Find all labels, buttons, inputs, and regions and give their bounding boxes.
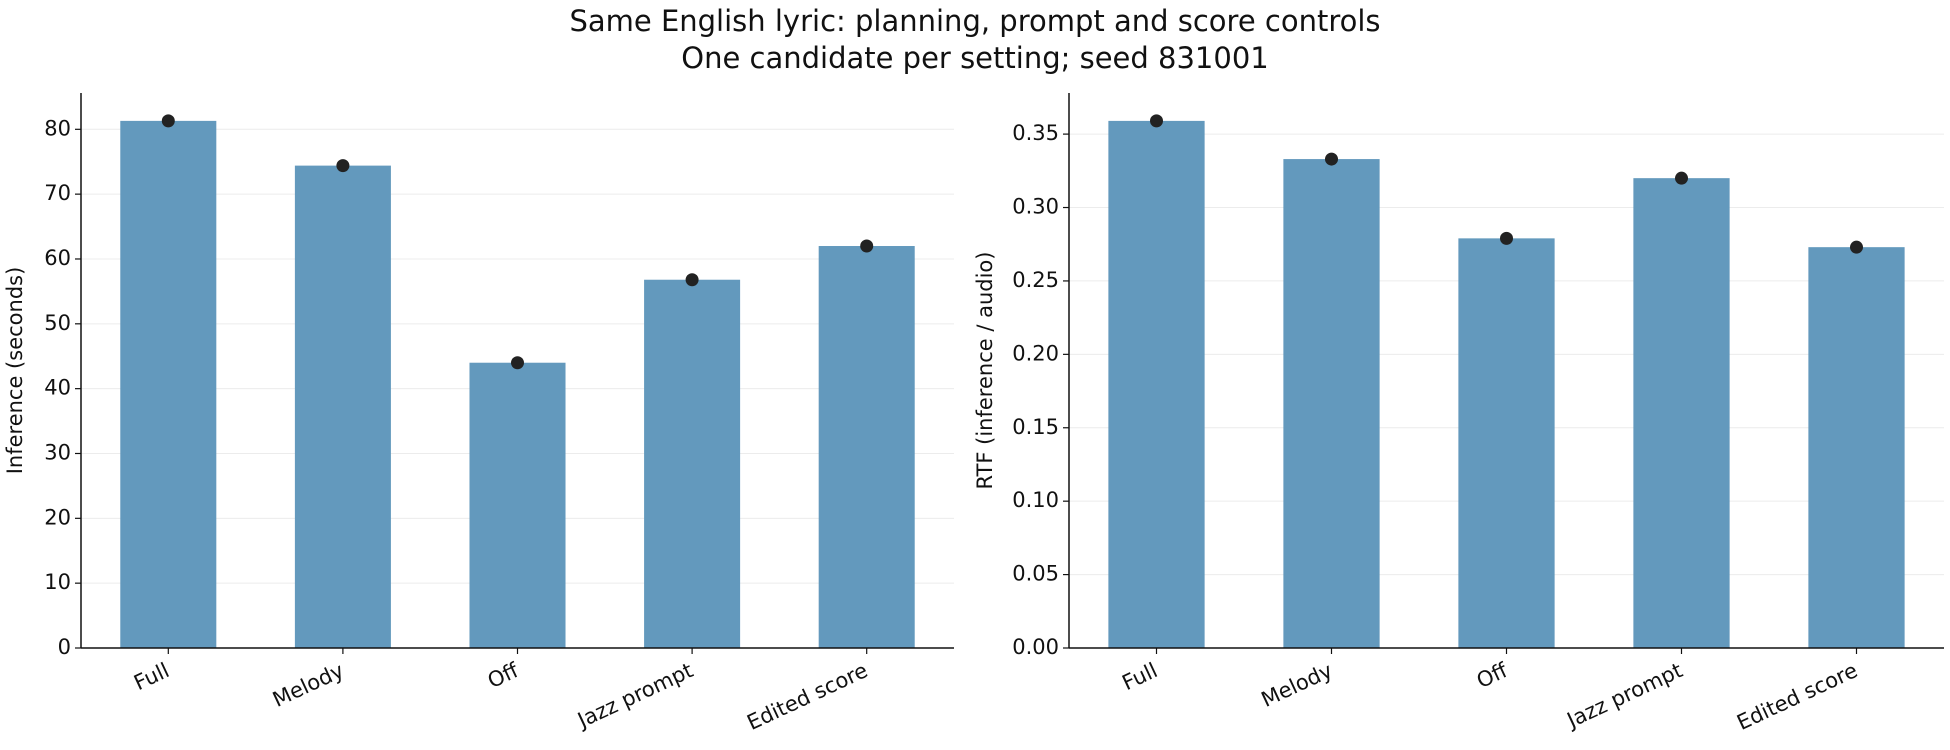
y-tick-label: 50 — [44, 311, 71, 335]
y-tick-label: 30 — [44, 440, 71, 464]
marker — [685, 273, 699, 287]
y-tick-label: 70 — [44, 181, 71, 205]
y-tick-label: 20 — [44, 505, 71, 529]
y-tick-label: 0.25 — [1012, 268, 1059, 292]
marker — [860, 239, 874, 253]
y-tick-label: 0.15 — [1012, 415, 1059, 439]
marker — [161, 114, 175, 128]
marker — [511, 356, 524, 370]
y-axis-label: Inference (seconds) — [3, 267, 27, 475]
bar — [1808, 247, 1905, 648]
y-tick-label: 0.00 — [1012, 635, 1059, 659]
y-tick-label: 0.20 — [1012, 341, 1059, 365]
bar — [644, 279, 741, 648]
x-tick-label: Off — [484, 658, 523, 693]
x-tick-label: Full — [1118, 658, 1161, 695]
x-tick-label: Jazz prompt — [572, 658, 696, 733]
title-line: Same English lyric: planning, prompt and… — [569, 4, 1380, 38]
bar — [1633, 178, 1730, 648]
bar — [1283, 159, 1380, 649]
y-tick-label: 40 — [44, 376, 71, 400]
subtitle-line: One candidate per setting; seed 831001 — [681, 41, 1268, 75]
y-tick-label: 0.05 — [1012, 562, 1059, 586]
marker — [1325, 152, 1338, 166]
marker — [1675, 171, 1688, 185]
y-tick-label: 80 — [44, 116, 71, 140]
marker — [336, 159, 350, 173]
marker — [1850, 240, 1863, 254]
x-tick-label: Melody — [1258, 658, 1337, 712]
y-tick-label: 0.10 — [1012, 488, 1059, 512]
y-tick-label: 10 — [44, 570, 71, 594]
x-tick-label: Edited score — [1733, 658, 1861, 735]
x-tick-label: Edited score — [743, 658, 871, 735]
y-tick-label: 0 — [58, 635, 71, 659]
x-tick-label: Off — [1473, 658, 1512, 693]
marker — [1500, 231, 1513, 245]
y-tick-label: 0.30 — [1012, 195, 1059, 219]
y-tick-label: 0.35 — [1012, 121, 1059, 145]
bar — [469, 362, 566, 648]
y-tick-label: 60 — [44, 246, 71, 270]
x-tick-label: Melody — [269, 658, 348, 712]
x-tick-label: Full — [130, 658, 173, 695]
bar — [1458, 238, 1555, 648]
x-tick-label: Jazz prompt — [1562, 658, 1686, 733]
marker — [1150, 114, 1163, 128]
bar — [818, 246, 915, 648]
bar — [1108, 120, 1205, 648]
bar — [294, 165, 391, 648]
y-axis-label: RTF (inference / audio) — [973, 252, 997, 490]
bar — [120, 120, 217, 649]
